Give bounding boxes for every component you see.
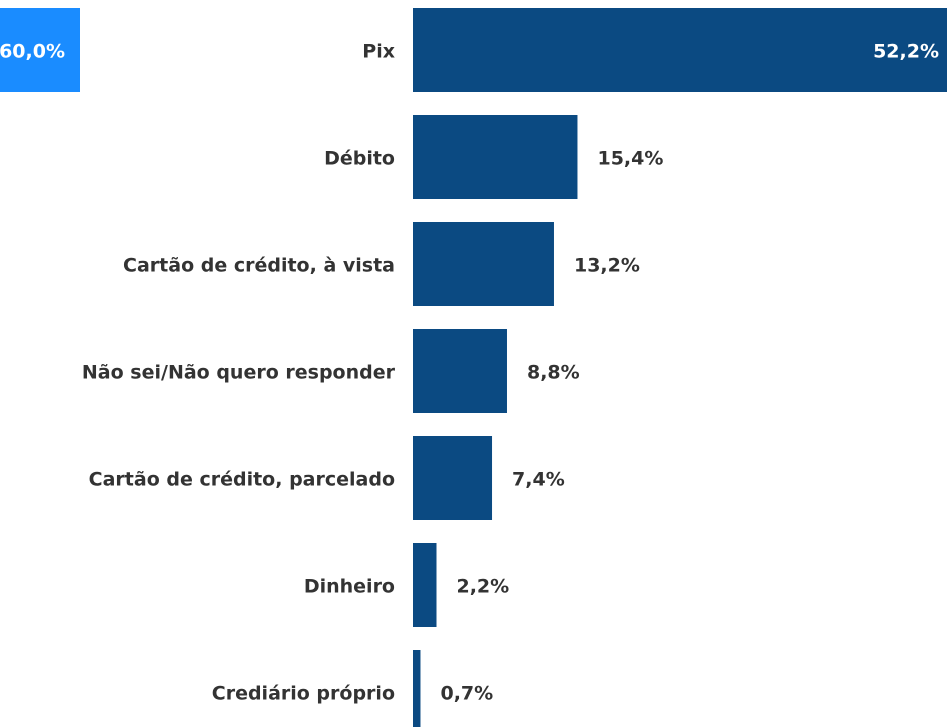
category-label: Crediário próprio: [212, 683, 395, 705]
bar: [413, 436, 493, 520]
bar: [413, 329, 507, 413]
bar: [413, 222, 554, 306]
bar: [413, 115, 578, 199]
value-label: 0,7%: [440, 683, 493, 705]
value-label: 8,8%: [527, 362, 580, 384]
value-label: 13,2%: [574, 255, 640, 277]
category-label: Cartão de crédito, parcelado: [89, 469, 395, 491]
category-label: Não sei/Não quero responder: [82, 362, 396, 384]
value-label: 15,4%: [597, 148, 663, 170]
bar: [413, 650, 421, 727]
category-label: Pix: [362, 41, 395, 63]
category-label: Cartão de crédito, à vista: [123, 255, 395, 277]
bar: [413, 8, 947, 92]
annotation-box: [0, 8, 80, 92]
value-label: 52,2%: [873, 41, 939, 63]
category-label: Dinheiro: [304, 576, 395, 598]
bar: [413, 543, 437, 627]
value-label: 7,4%: [512, 469, 565, 491]
category-label: Débito: [324, 148, 395, 170]
value-label: 2,2%: [456, 576, 509, 598]
annotation-text: 60,0%: [0, 41, 65, 63]
